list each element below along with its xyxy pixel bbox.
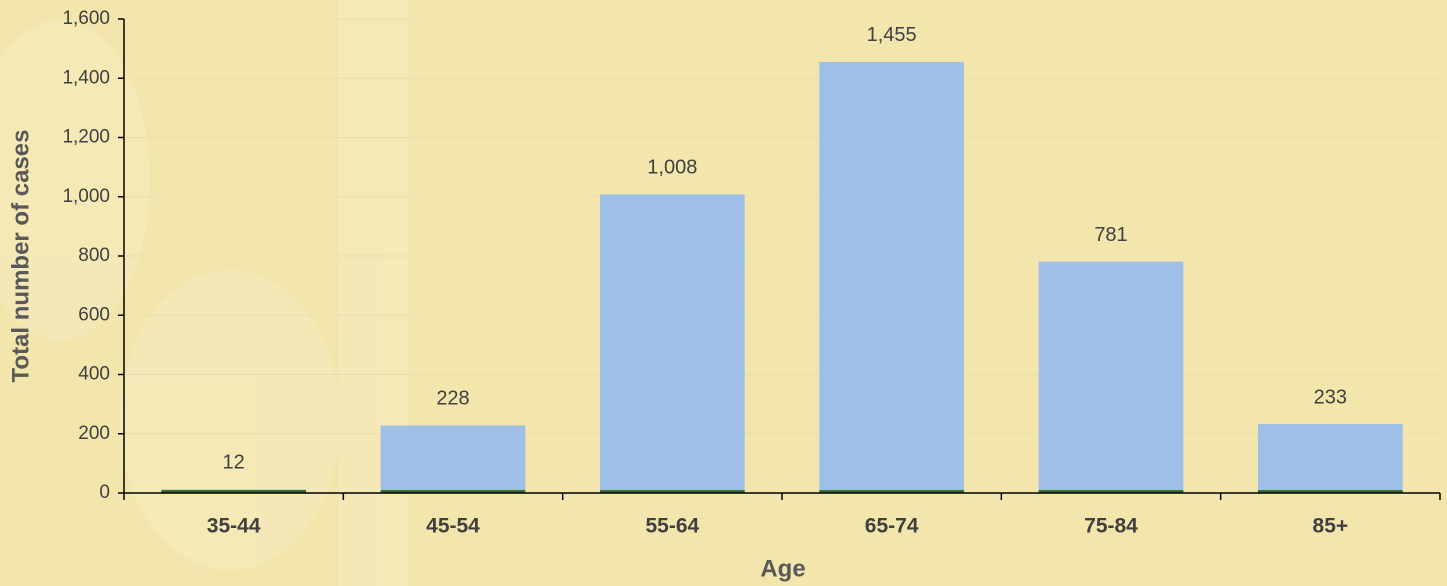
bar: [1039, 262, 1184, 493]
y-axis-title: Total number of cases: [7, 130, 34, 383]
y-tick-label: 1,000: [62, 186, 110, 207]
value-label: 228: [436, 388, 469, 410]
y-tick-label: 400: [78, 364, 110, 385]
bar: [600, 194, 745, 493]
y-tick-label: 600: [78, 304, 110, 325]
y-tick-label: 1,400: [62, 67, 110, 88]
y-tick-label: 1,200: [62, 127, 110, 148]
x-tick-label: 75-84: [1084, 515, 1138, 538]
value-label: 12: [223, 452, 245, 474]
x-axis-title: Age: [760, 555, 805, 582]
value-label: 1,008: [647, 157, 697, 179]
y-tick-label: 800: [78, 245, 110, 266]
bar: [1258, 424, 1403, 493]
chart: Age Total number of cases 0 200 400 600 800 1…: [0, 0, 1447, 586]
y-tick-label: 200: [78, 423, 110, 444]
value-label: 233: [1314, 386, 1347, 408]
x-tick-label: 85+: [1313, 515, 1349, 538]
value-label: 781: [1094, 224, 1127, 246]
x-tick-label: 45-54: [426, 515, 480, 538]
x-tick-label: 65-74: [865, 515, 919, 538]
x-tick-label: 35-44: [207, 515, 261, 538]
bar: [381, 425, 526, 493]
x-tick-label: 55-64: [645, 515, 699, 538]
y-tick-label: 1,600: [62, 8, 110, 29]
bar: [819, 62, 964, 493]
value-label: 1,455: [867, 24, 917, 46]
y-tick-label: 0: [99, 482, 110, 503]
